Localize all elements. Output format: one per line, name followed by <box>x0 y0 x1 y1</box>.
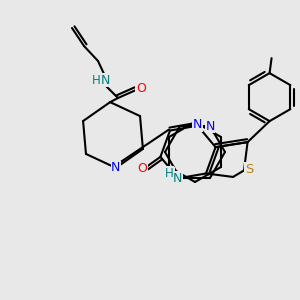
Text: H: H <box>166 167 174 181</box>
Text: S: S <box>245 163 253 176</box>
Text: N: N <box>193 118 202 131</box>
Text: H: H <box>92 74 100 88</box>
Text: N: N <box>111 161 121 174</box>
Text: N: N <box>173 172 183 184</box>
Text: N: N <box>100 74 110 86</box>
Text: N: N <box>173 172 182 185</box>
Text: O: O <box>137 162 147 176</box>
Text: N: N <box>205 119 215 133</box>
Text: H: H <box>165 167 174 180</box>
Text: O: O <box>136 82 146 95</box>
